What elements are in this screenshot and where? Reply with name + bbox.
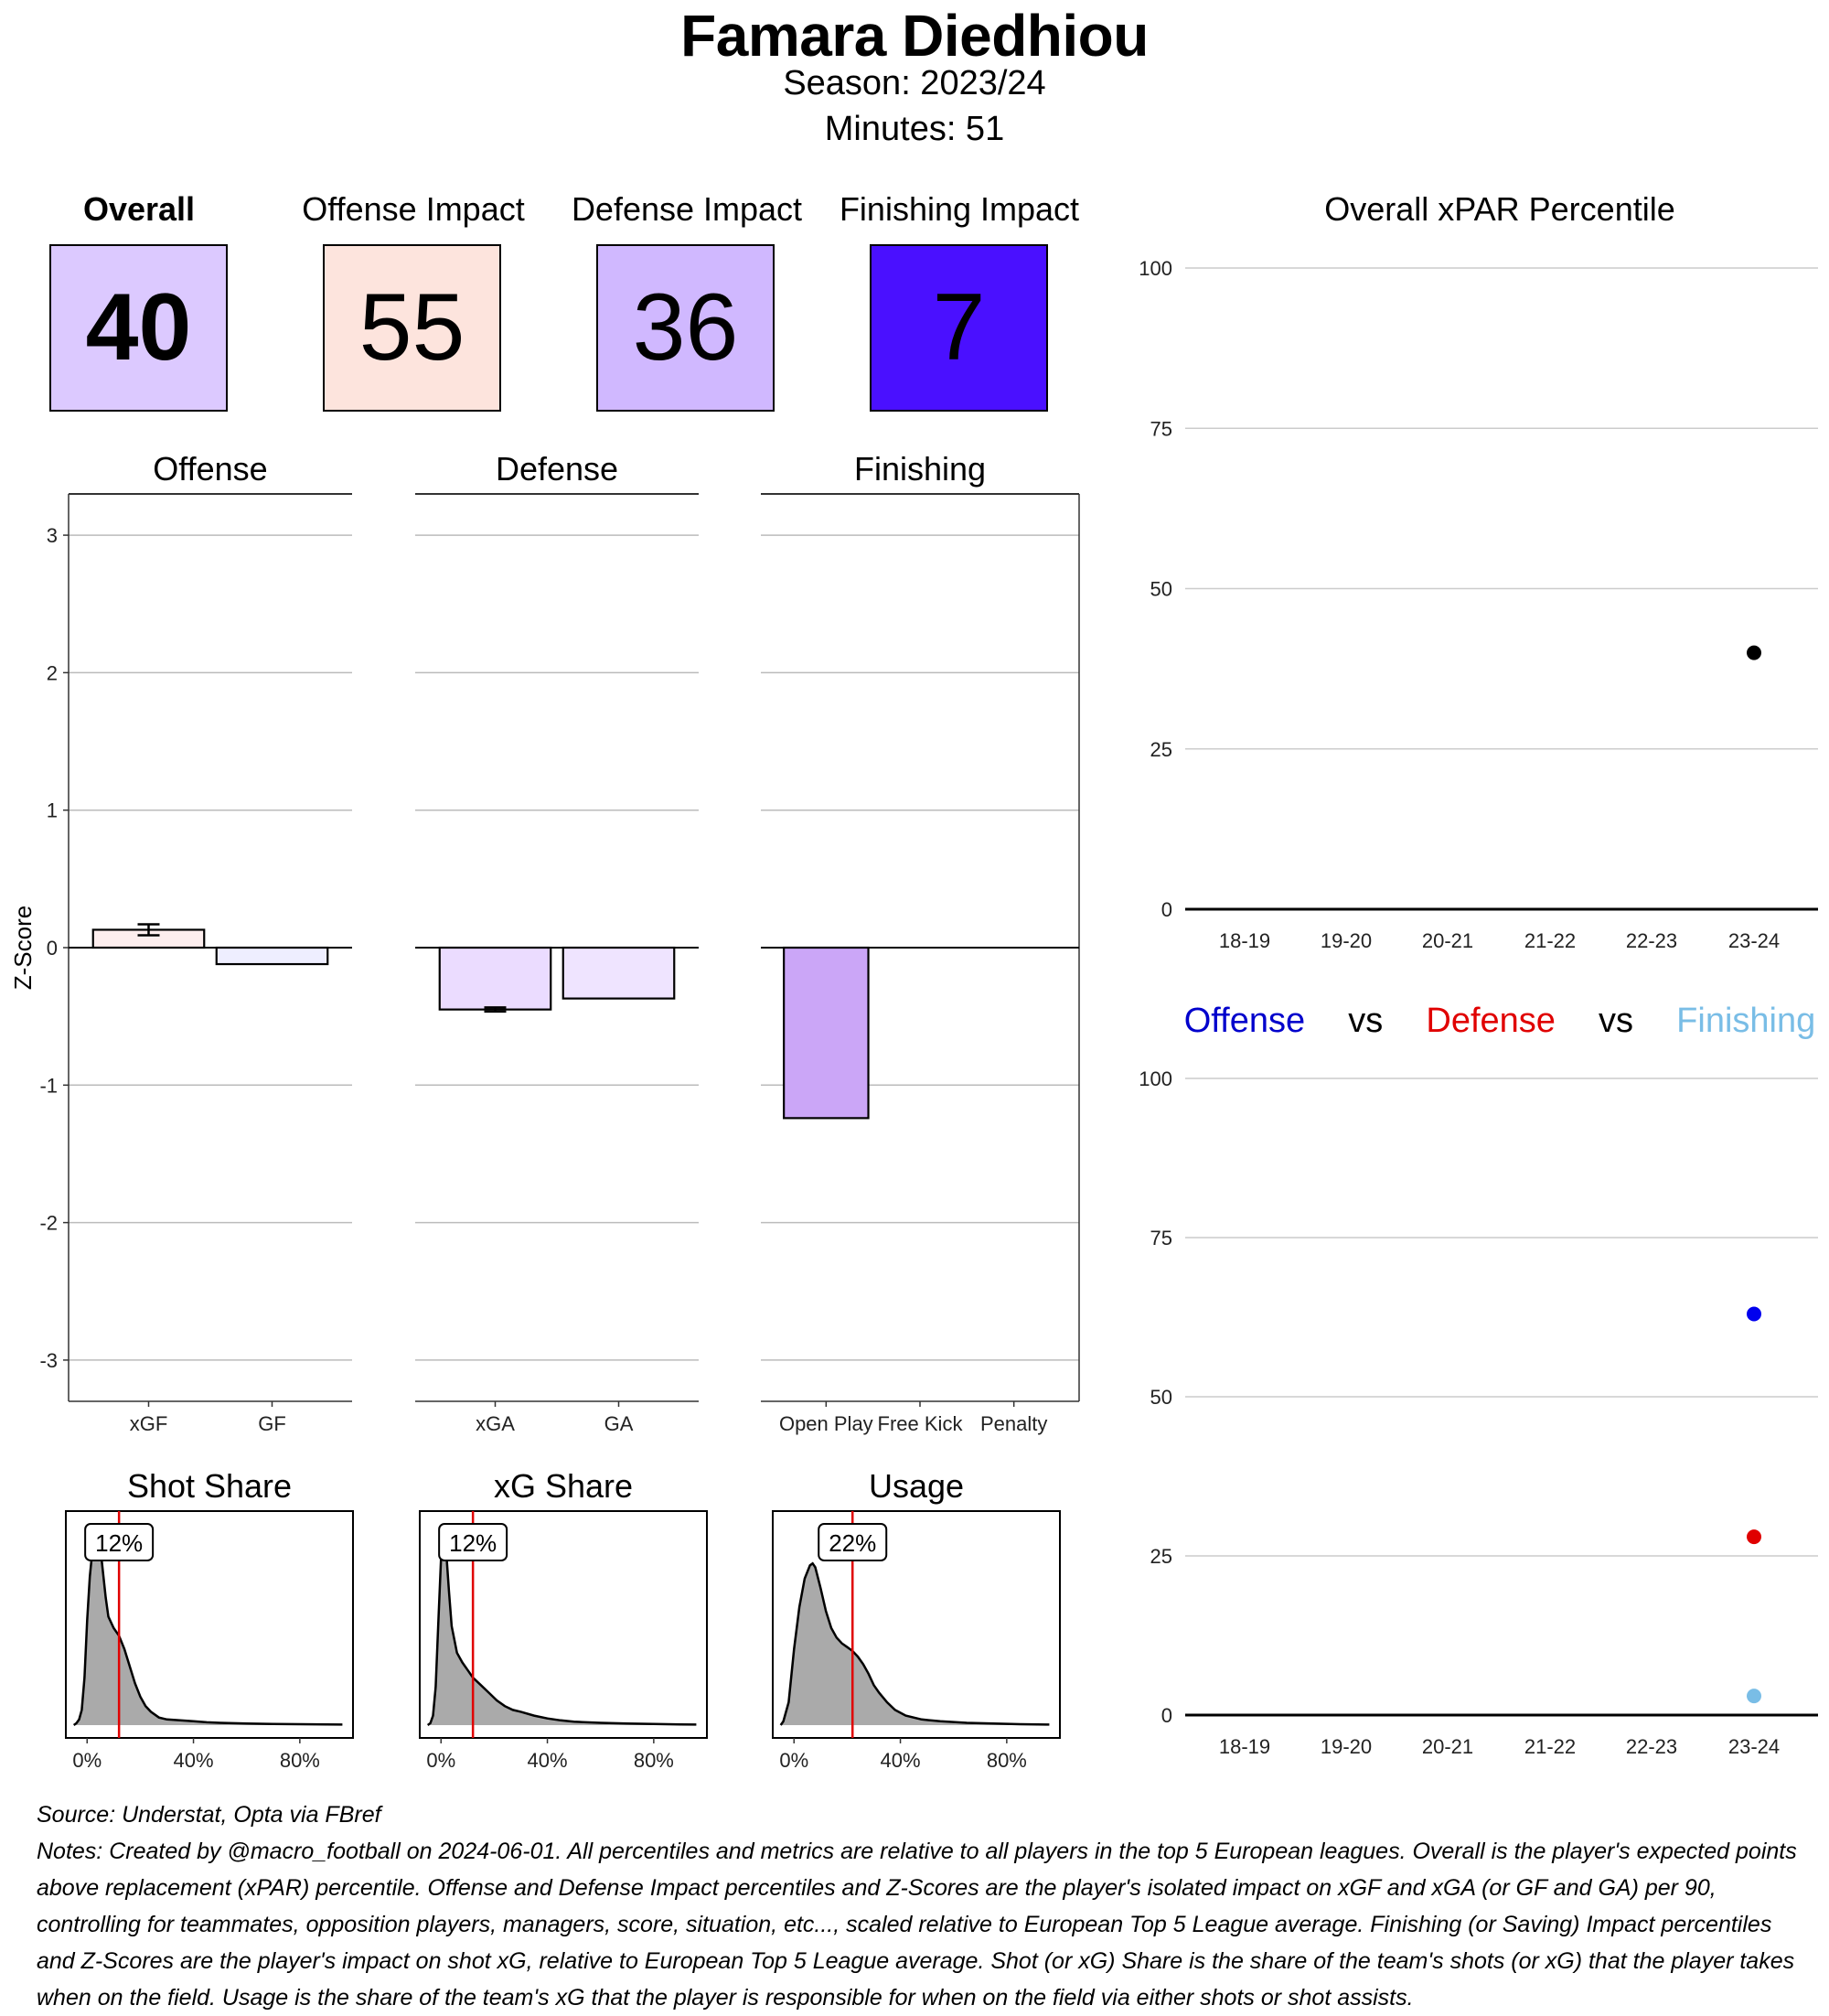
xg-share-title: xG Share [493, 1467, 634, 1505]
x-tick-label: 21-22 [1524, 1735, 1576, 1758]
y-tick-label: 0 [47, 937, 58, 960]
x-tick-label: 22-23 [1626, 929, 1677, 952]
xpar-percentile-title: Overall xPAR Percentile [1324, 190, 1675, 228]
player-value-label-box [84, 1523, 155, 1561]
y-tick-label: 2 [47, 661, 58, 684]
x-tick-label: 20-21 [1422, 929, 1473, 952]
x-tick-label: 0% [426, 1749, 455, 1772]
point-offense [1747, 1306, 1761, 1322]
x-tick-label: Free Kick [878, 1412, 964, 1435]
density-curve [779, 1561, 1050, 1726]
y-tick-label: 25 [1150, 1545, 1172, 1568]
y-tick-label: 75 [1150, 417, 1172, 440]
density-area [780, 1563, 1050, 1725]
player-value-label-box [438, 1523, 508, 1561]
y-tick-label: -3 [39, 1349, 58, 1372]
bar-xga [438, 946, 552, 1011]
defense-impact-score-box: 36 [596, 244, 775, 412]
y-tick-label: 50 [1150, 1386, 1172, 1409]
player-value-label: 12% [95, 1529, 143, 1557]
x-tick-label: 40% [528, 1749, 568, 1772]
y-tick-label: 3 [47, 524, 58, 547]
x-tick-label: 22-23 [1626, 1735, 1677, 1758]
density-curve [426, 1534, 697, 1727]
x-tick-label: 80% [634, 1749, 674, 1772]
x-tick-label: 19-20 [1321, 929, 1372, 952]
x-tick-label: 80% [987, 1749, 1027, 1772]
season-label: Season: 2023/24 [783, 64, 1046, 102]
x-tick-label: GA [604, 1412, 634, 1435]
density-area [427, 1535, 697, 1725]
y-tick-label: 100 [1139, 1067, 1172, 1090]
player-value-label: 12% [449, 1529, 497, 1557]
offense-impact-score-box: 55 [323, 244, 501, 412]
x-tick-label: 23-24 [1728, 929, 1780, 952]
y-tick-label: 100 [1139, 257, 1172, 280]
legend-vs-1: vs [1348, 1002, 1384, 1040]
y-tick-label: -1 [39, 1074, 58, 1097]
x-tick-label: Open Play [779, 1412, 873, 1435]
point-overall [1747, 645, 1761, 660]
y-axis-title: Z-Score [9, 906, 37, 990]
overall-label: Overall [82, 190, 196, 228]
defense-panel-title: Defense [495, 450, 619, 488]
player-value-label-box [818, 1523, 888, 1561]
y-tick-label: 25 [1150, 738, 1172, 761]
x-tick-label: 80% [280, 1749, 320, 1772]
source-note: Source: Understat, Opta via FBref [37, 1802, 381, 1828]
notes-text: Notes: Created by @macro_football on 202… [37, 1839, 1797, 2011]
usage-title: Usage [868, 1467, 965, 1505]
point-defense [1747, 1529, 1761, 1545]
x-tick-label: 0% [72, 1749, 102, 1772]
component-legend: Offense vs Defense vs Finishing [1180, 1002, 1820, 1041]
x-tick-label: Penalty [980, 1412, 1047, 1435]
point-finishing [1747, 1689, 1761, 1704]
overall-score-box: 40 [49, 244, 228, 412]
legend-finishing: Finishing [1676, 1002, 1816, 1040]
x-tick-label: 18-19 [1219, 929, 1270, 952]
offense-panel-title: Offense [153, 450, 268, 488]
shot-share-title: Shot Share [126, 1467, 293, 1505]
offense-impact-label: Offense Impact [302, 190, 525, 228]
charts-canvas: 3 2 1 0 -1 -2 -3 Z-Score xGF GF xGA GA Open Play Free… [9, 257, 1818, 1772]
x-tick-label: 21-22 [1524, 929, 1576, 952]
defense-impact-label: Defense Impact [571, 190, 803, 228]
y-tick-label: -2 [39, 1212, 58, 1235]
finishing-impact-score-box: 7 [870, 244, 1048, 412]
player-value-label: 22% [829, 1529, 876, 1557]
legend-defense: Defense [1426, 1002, 1556, 1040]
y-tick-label: 1 [47, 799, 58, 822]
bar-open-play [783, 946, 870, 1120]
x-tick-label: 40% [174, 1749, 214, 1772]
x-tick-label: 0% [779, 1749, 808, 1772]
bar-ga [562, 946, 676, 1000]
x-tick-label: 20-21 [1422, 1735, 1473, 1758]
x-tick-label: 23-24 [1728, 1735, 1780, 1758]
legend-offense: Offense [1183, 1002, 1306, 1040]
x-tick-label: 19-20 [1321, 1735, 1372, 1758]
y-tick-label: 50 [1150, 578, 1172, 601]
x-tick-label: GF [258, 1412, 286, 1435]
finishing-panel-title: Finishing [853, 450, 987, 488]
x-tick-label: xGA [476, 1412, 515, 1435]
minutes-label: Minutes: 51 [824, 110, 1005, 148]
y-tick-label: 75 [1150, 1227, 1172, 1249]
density-curve [72, 1532, 343, 1727]
bar-gf [215, 946, 329, 966]
x-tick-label: xGF [130, 1412, 168, 1435]
y-tick-label: 0 [1161, 1704, 1172, 1727]
finishing-impact-label: Finishing Impact [839, 190, 1080, 228]
x-tick-label: 18-19 [1219, 1735, 1270, 1758]
y-tick-label: 0 [1161, 898, 1172, 921]
legend-vs-2: vs [1599, 1002, 1634, 1040]
x-tick-label: 40% [881, 1749, 921, 1772]
player-name: Famara Diedhiou [680, 3, 1149, 69]
